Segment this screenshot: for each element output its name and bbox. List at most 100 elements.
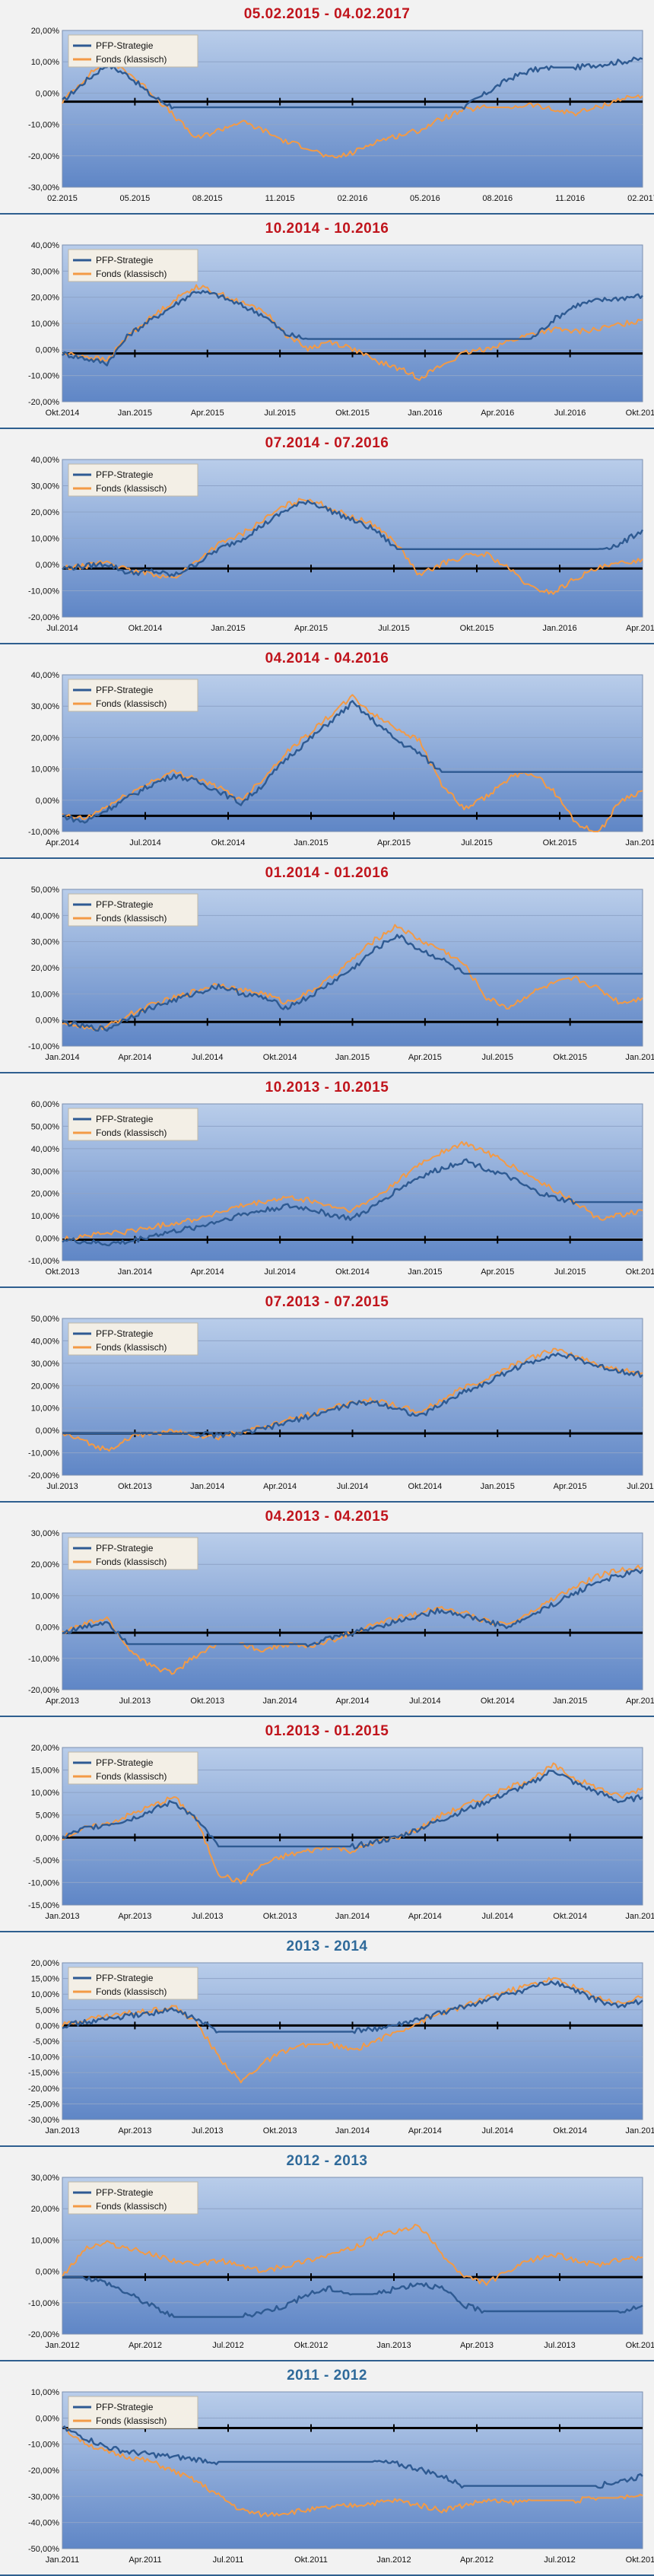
legend-box [68, 1108, 198, 1141]
x-tick-label: Okt.2014 [263, 1053, 297, 1062]
x-tick-label: Apr.2011 [129, 2555, 161, 2565]
y-tick-label: 10,00% [31, 1212, 60, 1221]
legend-label: PFP-Strategie [96, 1543, 154, 1554]
x-tick-label: Jan.2015 [481, 1482, 515, 1491]
series-line-strategy [62, 1352, 643, 1439]
series-line-fund [62, 1977, 643, 2084]
x-tick-label: Okt.2012 [294, 2341, 329, 2350]
y-tick-label: -15,00% [28, 2069, 59, 2078]
x-tick-label: Jul.2014 [264, 1267, 296, 1277]
series-line-strategy [62, 2425, 643, 2489]
y-tick-label: 20,00% [31, 1560, 60, 1569]
line-chart: 30,00% 20,00% 10,00% 0,00% -10,00% -20,00% Jan… [28, 2174, 654, 2350]
y-tick-label: -20,00% [28, 1471, 59, 1480]
x-tick-label: Okt.2013 [46, 1267, 80, 1277]
series-line-strategy [61, 289, 643, 367]
legend: PFP-Strategie Fonds (klassisch) [68, 1322, 198, 1356]
x-tick-label: Apr.2013 [46, 1697, 79, 1706]
y-tick-label: 10,00% [31, 2236, 60, 2245]
x-tick-label: Jan.2015 [294, 838, 328, 848]
chart-title: 10.2013 - 10.2015 [265, 1080, 389, 1096]
y-tick-label: -15,00% [28, 1901, 59, 1910]
line-chart: 20,00% 15,00% 10,00% 5,00% 0,00% -5,00% -10,00… [28, 1744, 654, 1921]
y-tick-label: 0,00% [36, 2268, 59, 2277]
x-tick-label: Okt.2014 [46, 409, 80, 418]
y-tick-label: 40,00% [31, 1337, 60, 1346]
x-tick-label: Okt.2014 [553, 2126, 587, 2136]
chart-title: 10.2014 - 10.2016 [265, 221, 389, 237]
x-tick-label: Jan.2015 [408, 1267, 442, 1277]
series-line-strategy [62, 700, 643, 824]
legend: PFP-Strategie Fonds (klassisch) [68, 1967, 198, 2000]
series-line-fund [62, 2425, 643, 2518]
chart-title: 01.2013 - 01.2015 [265, 1723, 389, 1739]
legend-label: Fonds (klassisch) [96, 269, 167, 279]
chart-title: 05.02.2015 - 04.02.2017 [243, 6, 411, 22]
y-tick-label: 60,00% [31, 1101, 60, 1109]
y-tick-label: -50,00% [28, 2545, 59, 2554]
y-tick-label: 30,00% [31, 1360, 60, 1369]
x-tick-label: 05.2016 [410, 194, 440, 203]
x-tick-label: Apr.2013 [460, 2341, 494, 2350]
y-tick-label: 30,00% [31, 1530, 60, 1538]
y-tick-label: 40,00% [31, 911, 60, 921]
chart-panel: 04.2014 - 04.2016 40,00% 30,00% 20,00% 10,00… [0, 644, 654, 859]
x-tick-label: Apr.2015 [191, 409, 224, 418]
series-line-strategy [62, 1568, 643, 1648]
line-chart: 20,00% 15,00% 10,00% 5,00% 0,00% -5,00% -10,00… [28, 1960, 654, 2136]
legend-label: Fonds (klassisch) [96, 913, 167, 924]
x-tick-label: Jul.2012 [544, 2555, 576, 2565]
series-line-strategy [62, 1158, 643, 1247]
x-tick-label: Jul.2011 [213, 2555, 244, 2565]
x-tick-label: Jan.2016 [408, 409, 442, 418]
chart-title: 07.2014 - 07.2016 [265, 435, 389, 451]
legend-box [68, 1537, 198, 1570]
legend-label: PFP-Strategie [96, 2402, 154, 2412]
y-tick-label: 10,00% [31, 1404, 60, 1414]
legend: PFP-Strategie Fonds (klassisch) [68, 1108, 198, 1141]
y-tick-label: 10,00% [31, 320, 60, 329]
y-tick-label: -30,00% [28, 2116, 59, 2125]
legend-box [68, 2181, 198, 2215]
x-tick-label: Jan.2015 [335, 1053, 370, 1062]
y-tick-label: -30,00% [28, 2492, 59, 2501]
x-tick-label: 02.2016 [338, 194, 368, 203]
series-line-fund [62, 59, 643, 159]
x-tick-label: Jan.2014 [335, 2126, 370, 2136]
x-tick-label: Jul.2013 [192, 1912, 224, 1921]
y-tick-label: 10,00% [31, 1592, 60, 1601]
series-line-strategy [62, 2275, 643, 2318]
x-tick-label: Okt.2015 [626, 1267, 654, 1277]
y-tick-label: 50,00% [31, 1315, 60, 1324]
x-tick-label: Jul.2014 [46, 624, 78, 633]
y-tick-label: 20,00% [31, 1744, 60, 1753]
x-tick-label: Okt.2015 [543, 838, 577, 848]
legend-label: Fonds (klassisch) [96, 1986, 167, 1997]
x-tick-label: Apr.2014 [46, 838, 79, 848]
y-tick-label: -10,00% [28, 372, 59, 381]
x-tick-label: Jan.2015 [625, 1912, 654, 1921]
x-tick-label: Jul.2014 [481, 1912, 513, 1921]
y-tick-label: -20,00% [28, 2085, 59, 2094]
x-tick-label: Apr.2014 [118, 1053, 151, 1062]
x-tick-label: Jul.2013 [192, 2126, 224, 2136]
x-tick-label: Jan.2013 [45, 2126, 79, 2136]
y-tick-label: 20,00% [31, 508, 60, 517]
y-tick-label: 20,00% [31, 2205, 60, 2214]
x-tick-label: Jan.2016 [625, 1053, 654, 1062]
legend-label: PFP-Strategie [96, 1328, 154, 1339]
x-tick-label: Okt.2015 [335, 409, 370, 418]
legend-box [68, 463, 198, 497]
y-tick-label: -5,00% [33, 1856, 59, 1865]
y-tick-label: 20,00% [31, 294, 60, 303]
y-tick-label: 0,00% [36, 89, 59, 98]
legend-label: PFP-Strategie [96, 255, 154, 266]
y-tick-label: 30,00% [31, 482, 60, 491]
legend-box [68, 679, 198, 712]
chart-title: 07.2013 - 07.2015 [265, 1294, 389, 1310]
series-line-strategy [62, 499, 644, 577]
x-tick-label: 11.2015 [265, 194, 295, 203]
legend-box [68, 2396, 198, 2429]
line-chart: 50,00% 40,00% 30,00% 20,00% 10,00% 0,00% -10,0… [28, 886, 654, 1062]
y-tick-label: 15,00% [31, 1975, 60, 1984]
